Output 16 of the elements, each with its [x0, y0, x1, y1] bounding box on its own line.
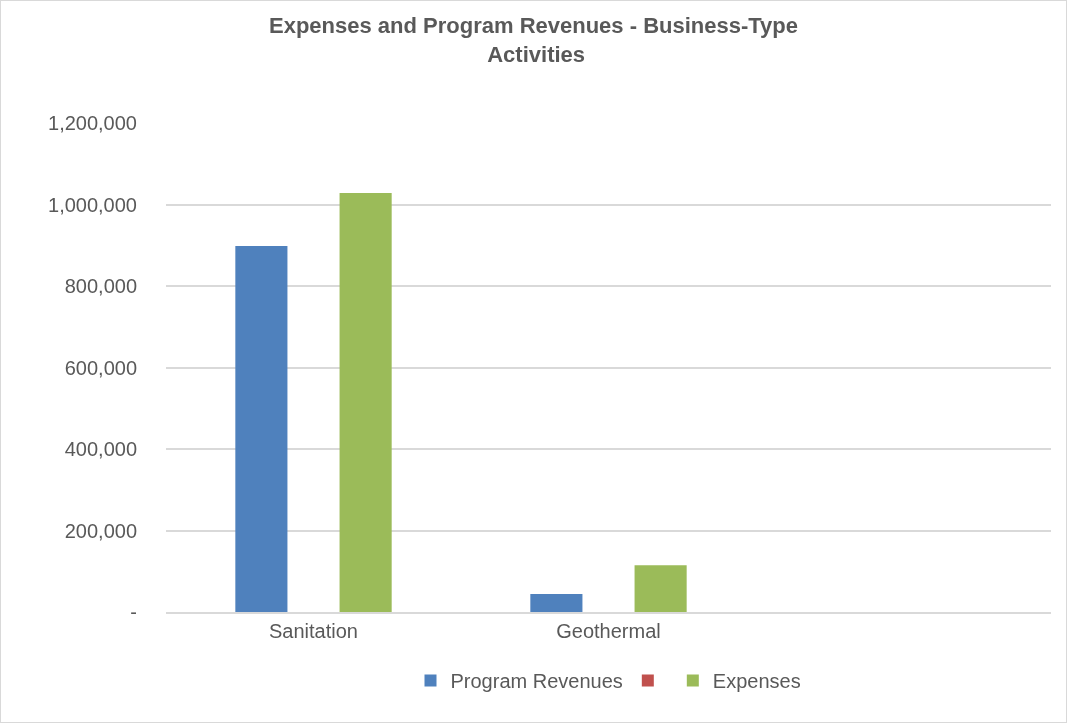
- y-tick-label: 1,200,000: [48, 112, 137, 134]
- legend-label: Program Revenues: [450, 670, 623, 693]
- legend-label: Expenses: [712, 670, 801, 693]
- chart-title: Expenses and Program Revenues - Business-Type Activities: [269, 13, 798, 68]
- bar: [339, 193, 392, 612]
- x-tick-label: Geothermal: [556, 620, 661, 642]
- y-tick-label: -: [130, 601, 137, 623]
- bar: [235, 246, 288, 612]
- bar: [634, 565, 687, 612]
- y-tick-label: 600,000: [64, 356, 137, 379]
- y-tick-label: 800,000: [64, 275, 137, 297]
- y-tick-label: 1,000,000: [48, 193, 137, 216]
- x-tick-label: Sanitation: [269, 620, 358, 642]
- bar: [530, 594, 583, 612]
- y-tick-label: 200,000: [64, 519, 137, 542]
- y-tick-label: 400,000: [64, 438, 137, 460]
